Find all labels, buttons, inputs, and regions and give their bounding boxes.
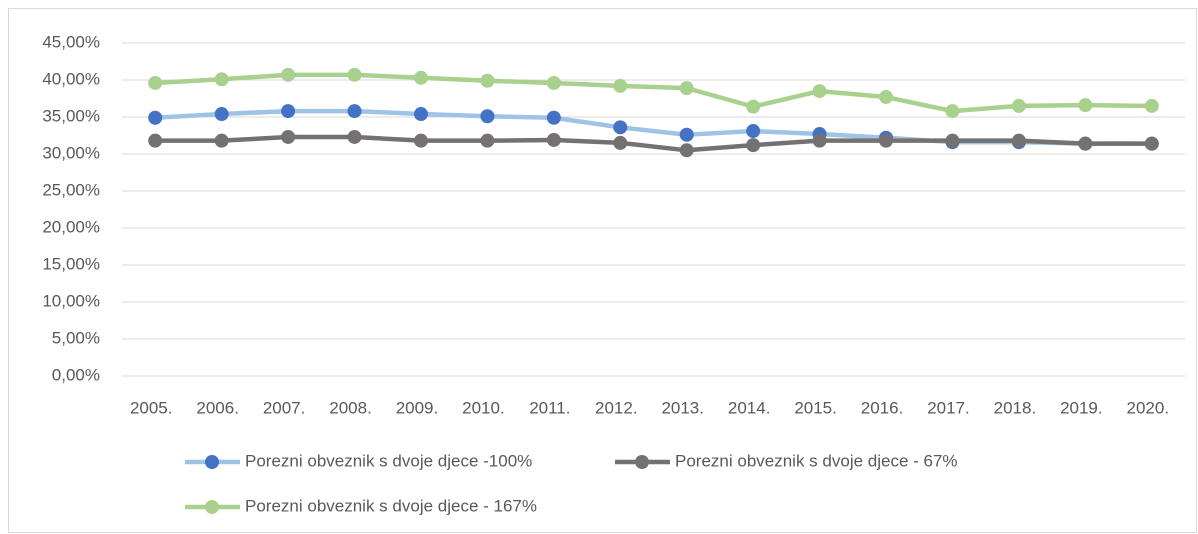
x-tick-label: 2012. [595, 398, 638, 417]
legend-marker [205, 455, 219, 469]
marker [347, 129, 362, 144]
marker [480, 109, 495, 124]
marker [1078, 136, 1093, 151]
x-tick-label: 2008. [329, 398, 372, 417]
x-tick-label: 2011. [529, 398, 570, 417]
marker [945, 104, 960, 119]
marker [413, 133, 428, 148]
marker [281, 104, 296, 119]
y-tick-label: 35,00% [42, 106, 100, 125]
marker [613, 135, 628, 150]
marker [148, 133, 163, 148]
x-tick-label: 2017. [927, 398, 970, 417]
x-tick-label: 2006. [196, 398, 239, 417]
legend-marker [205, 500, 219, 514]
x-tick-label: 2005. [130, 398, 173, 417]
y-tick-label: 10,00% [42, 291, 100, 310]
marker [746, 99, 761, 114]
legend-label: Porezni obveznik s dvoje djece - 167% [245, 496, 537, 515]
marker [746, 138, 761, 153]
marker [613, 78, 628, 93]
marker [347, 104, 362, 119]
marker [413, 107, 428, 122]
marker [546, 132, 561, 147]
marker [1011, 133, 1026, 148]
marker [480, 133, 495, 148]
x-tick-label: 2010. [462, 398, 505, 417]
marker [1144, 98, 1159, 113]
y-tick-label: 0,00% [52, 365, 100, 384]
y-tick-label: 30,00% [42, 143, 100, 162]
y-tick-label: 5,00% [52, 328, 100, 347]
x-tick-label: 2007. [263, 398, 306, 417]
marker [546, 75, 561, 90]
series-line [155, 134, 1152, 153]
y-tick-label: 45,00% [42, 32, 100, 51]
legend-label: Porezni obveznik s dvoje djece -100% [245, 451, 532, 470]
marker [148, 110, 163, 125]
x-tick-label: 2015. [794, 398, 837, 417]
marker [214, 133, 229, 148]
y-tick-label: 40,00% [42, 69, 100, 88]
marker [214, 72, 229, 87]
marker [214, 107, 229, 122]
series-line [155, 72, 1152, 114]
x-tick-label: 2014. [728, 398, 771, 417]
x-tick-label: 2016. [861, 398, 904, 417]
marker [613, 120, 628, 135]
marker [148, 75, 163, 90]
x-tick-label: 2019. [1060, 398, 1103, 417]
marker [347, 67, 362, 82]
marker [879, 90, 894, 105]
chart-border [8, 8, 1197, 533]
marker [413, 70, 428, 85]
y-tick-label: 15,00% [42, 254, 100, 273]
y-tick-label: 20,00% [42, 217, 100, 236]
marker [1078, 98, 1093, 113]
marker [812, 84, 827, 99]
x-tick-label: 2020. [1127, 398, 1170, 417]
marker [480, 73, 495, 88]
marker [812, 133, 827, 148]
marker [945, 133, 960, 148]
marker [679, 81, 694, 96]
marker [281, 129, 296, 144]
y-tick-label: 25,00% [42, 180, 100, 199]
x-tick-label: 2013. [661, 398, 704, 417]
marker [679, 143, 694, 158]
x-tick-label: 2009. [396, 398, 439, 417]
marker [746, 124, 761, 139]
marker [879, 133, 894, 148]
x-tick-label: 2018. [994, 398, 1037, 417]
marker [546, 110, 561, 125]
marker [1011, 98, 1026, 113]
marker [1144, 136, 1159, 151]
legend-label: Porezni obveznik s dvoje djece - 67% [675, 451, 958, 470]
marker [281, 67, 296, 82]
marker [679, 127, 694, 142]
legend-marker [635, 455, 649, 469]
